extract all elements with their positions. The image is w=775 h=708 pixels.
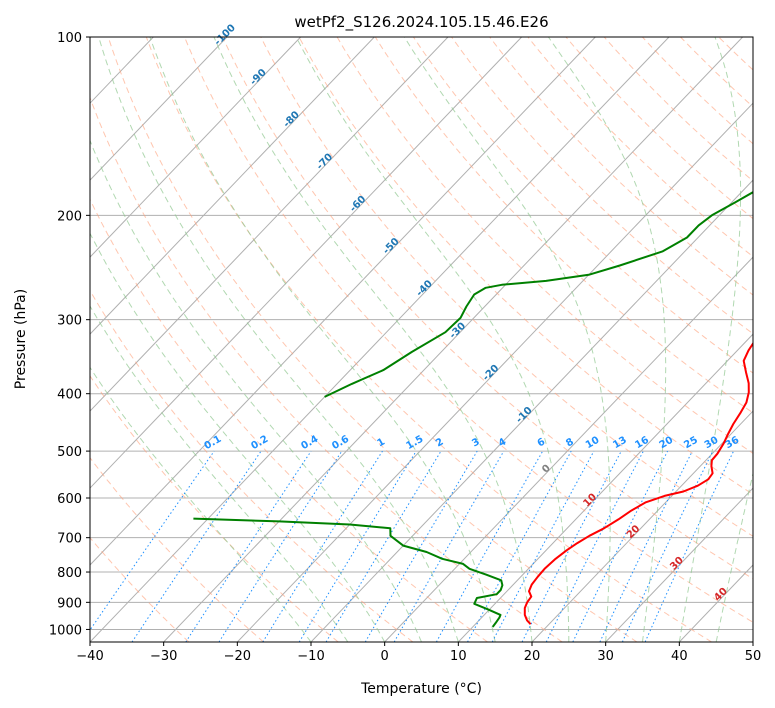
- x-tick-label: −40: [76, 649, 103, 664]
- moist-adiabat: [90, 232, 386, 642]
- moist-adiabat: [715, 471, 753, 642]
- isotherm-gridline: [163, 37, 744, 642]
- dry-adiabat: [222, 37, 753, 580]
- y-tick-label: 700: [57, 532, 82, 547]
- moist-adiabat: [90, 305, 349, 642]
- x-tick-label: −20: [224, 649, 251, 664]
- isotherm-gridline: [90, 37, 375, 335]
- mixing-ratio-line: [325, 450, 442, 642]
- mixing-ratio-label: 8: [564, 436, 576, 449]
- mixing-ratio-line: [90, 450, 215, 631]
- mixing-ratio-line: [467, 450, 572, 642]
- mixing-ratio-label: 2: [434, 436, 446, 449]
- dry-adiabat: [412, 37, 753, 374]
- x-tick-label: 50: [745, 649, 762, 664]
- x-tick-label: 0: [381, 649, 389, 664]
- dry-adiabat: [298, 37, 753, 496]
- mixing-ratio-line: [185, 450, 312, 642]
- dry-adiabat: [451, 37, 753, 335]
- plot-frame: [89, 36, 754, 643]
- y-tick-label: 900: [57, 596, 82, 611]
- x-axis-label: Temperature (°C): [360, 681, 482, 697]
- isotherm-gridline: [90, 37, 228, 181]
- temperature-profile-line: [523, 341, 753, 625]
- isotherm-gridline: [457, 333, 753, 642]
- mixing-ratio-line: [131, 450, 262, 642]
- chart-title: wetPf2_S126.2024.105.15.46.E26: [294, 13, 548, 32]
- moist-adiabat: [90, 139, 422, 642]
- mixing-ratio-label: 1: [375, 436, 387, 449]
- moist-adiabat: [547, 37, 667, 642]
- moist-adiabat: [98, 37, 459, 642]
- isotherm-gridline: [90, 37, 596, 566]
- y-axis-label: Pressure (hPa): [13, 289, 29, 389]
- dry-adiabat: [184, 37, 753, 623]
- y-tick-label: 800: [57, 566, 82, 581]
- mixing-ratio-label: 6: [536, 436, 548, 449]
- y-tick-label: 500: [57, 445, 82, 460]
- mixing-ratio-line: [545, 450, 644, 642]
- moist-adiabat: [678, 37, 742, 642]
- mixing-ratio-label: 3: [470, 436, 482, 449]
- isotherm-gridline: [384, 256, 753, 642]
- dewpoint-profile-line: [324, 191, 753, 398]
- isotherm-gridline: [90, 37, 449, 412]
- x-tick-label: −10: [297, 649, 324, 664]
- isotherm-gridline: [90, 37, 523, 489]
- dewpoint-profile-line: [193, 517, 504, 628]
- isotherm-gridline: [90, 37, 302, 258]
- dry-adiabat: [145, 37, 712, 642]
- dry-adiabat: [374, 37, 753, 414]
- dry-adiabat: [90, 96, 563, 642]
- mixing-ratio-line: [298, 450, 417, 642]
- mixing-ratio-line: [435, 450, 544, 642]
- moist-adiabat: [403, 37, 611, 642]
- x-tick-label: −30: [150, 649, 177, 664]
- mixing-ratio-line: [491, 450, 595, 642]
- y-tick-label: 100: [57, 31, 82, 46]
- x-tick-label: 20: [524, 649, 541, 664]
- axes: −40 −30 −20 −10 0 10 20 30 40 50 100 200 300 400 500 60…: [49, 31, 761, 664]
- dry-adiabat: [489, 37, 753, 296]
- x-tick-label: 40: [671, 649, 688, 664]
- profile-series: [193, 191, 753, 628]
- y-tick-label: 1000: [49, 623, 82, 638]
- dry-adiabat: [90, 456, 264, 642]
- moist-adiabat: [149, 37, 496, 642]
- moist-adiabat: [213, 37, 533, 642]
- dry-adiabat: [90, 198, 488, 642]
- background-grid: [90, 37, 753, 642]
- y-tick-label: 600: [57, 492, 82, 507]
- mixing-ratio-line: [218, 450, 343, 642]
- y-tick-label: 400: [57, 388, 82, 403]
- isotherm-gridline: [605, 487, 753, 642]
- dry-adiabat: [260, 37, 753, 537]
- x-tick-label: 10: [450, 649, 467, 664]
- mixing-ratio-line: [572, 450, 669, 642]
- mixing-ratio-label: 4: [497, 436, 509, 449]
- y-tick-label: 200: [57, 209, 82, 224]
- dry-adiabat: [90, 289, 414, 642]
- moist-adiabat: [90, 366, 312, 642]
- isotherm-gridline: [236, 102, 753, 642]
- isotherm-gridline: [531, 410, 753, 642]
- y-tick-label: 300: [57, 314, 82, 329]
- dry-adiabat: [107, 37, 638, 642]
- isotherm-gridline: [90, 37, 670, 642]
- x-tick-label: 30: [597, 649, 614, 664]
- moist-adiabat: [295, 37, 570, 642]
